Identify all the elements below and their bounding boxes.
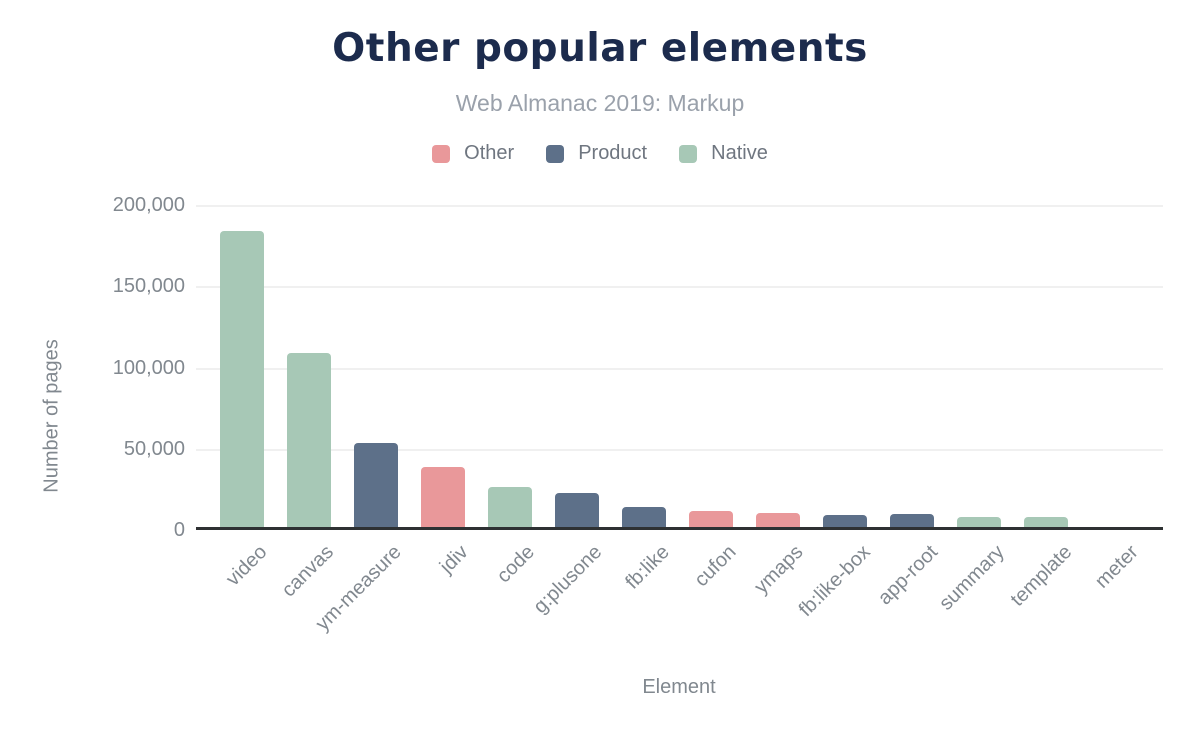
bars-row: video canvas ym-measure jdiv code g:plusone fb… [208,205,1147,635]
bar-ymaps [756,513,801,527]
x-tick-label: app-root [873,541,942,610]
bar-video [219,230,264,527]
legend: Other Product Native [0,142,1200,165]
legend-label: Product [578,142,648,164]
bar-code [487,486,532,527]
y-tick-label: 150,000 [112,275,185,298]
bar-slot-g:plusone: g:plusone [530,205,610,618]
legend-swatch-icon [432,144,451,163]
y-tick-label: 200,000 [112,194,185,216]
bar-ym-measure [353,443,398,527]
y-axis-ticks: 0 50,000 100,000 150,000 200,000 [0,194,185,541]
bar-slot-jdiv: jdiv [409,205,476,578]
bar-template [1024,517,1069,527]
bar-canvas [286,353,331,527]
bar-slot-video: video [208,205,275,590]
legend-item-product: Product [546,142,647,165]
x-tick-label: summary [935,541,1009,615]
bar-slot-fb:like: fb:like [610,205,677,594]
y-tick-label: 0 [173,519,185,541]
bar-slot-template: template [1006,205,1080,611]
legend-item-native: Native [679,142,768,165]
chart-title: Other popular elements [332,26,868,71]
gridline [196,286,1163,289]
bar-app-root [890,513,935,527]
x-tick-label: code [493,541,540,588]
bar-slot-ymaps: ymaps [745,205,812,598]
bar-slot-canvas: canvas [275,205,342,601]
x-tick-label: ymaps [750,541,808,599]
gridline [196,205,1163,207]
gridline [196,448,1163,451]
gridline [196,367,1163,370]
bar-slot-summary: summary [935,205,1013,615]
x-tick-label: cufon [690,541,741,592]
x-tick-label: fb:like [621,541,674,594]
bar-jdiv [420,467,465,527]
x-tick-label: video [221,541,272,591]
plot-area: video canvas ym-measure jdiv code g:plusone fb… [196,205,1163,635]
x-tick-label: meter [1091,541,1144,593]
bar-slot-cufon: cufon [678,205,745,591]
legend-swatch-icon [679,144,698,163]
bar-slot-ym-measure: ym-measure [311,205,409,635]
bar-fb:like [622,506,666,527]
bar-slot-code: code [476,205,543,587]
legend-label: Native [711,142,768,164]
bar-slot-fb:like-box: fb:like-box [795,205,879,621]
y-tick-label: 100,000 [112,356,185,379]
bar-summary [957,516,1002,527]
bar-g:plusone [554,493,599,527]
x-tick-label: canvas [277,541,339,602]
bar-fb:like-box [823,515,868,527]
bar-slot-meter: meter [1080,205,1147,593]
chart-subtitle: Web Almanac 2019: Markup [455,90,745,116]
x-tick-label: g:plusone [529,541,607,618]
bar-slot-app-root: app-root [874,205,946,609]
legend-label: Other [464,142,515,164]
legend-swatch-icon [546,144,565,163]
x-tick-label: template [1006,541,1077,611]
x-tick-label: jdiv [435,541,473,578]
legend-item-other: Other [432,142,514,165]
y-tick-label: 50,000 [123,437,185,460]
x-axis-title: Element [642,676,716,698]
x-tick-label: fb:like-box [794,541,875,622]
bar-cufon [689,510,734,527]
